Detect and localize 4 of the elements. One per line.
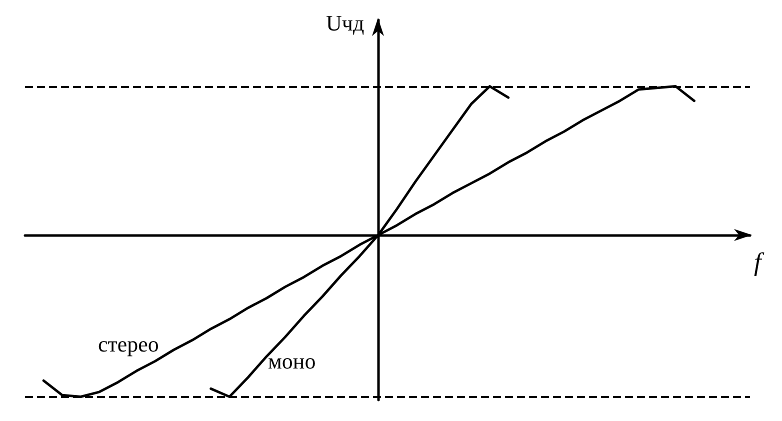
series-label: моно [268,348,316,374]
x-axis-title: f [754,248,765,277]
y-axis-title: Uчд [326,10,364,36]
series-label: стерео [98,332,159,356]
